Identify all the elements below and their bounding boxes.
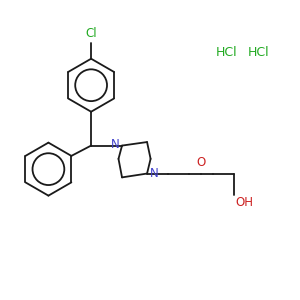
Text: O: O <box>196 155 206 169</box>
Text: HCl: HCl <box>248 46 270 59</box>
Text: Cl: Cl <box>85 28 97 40</box>
Text: N: N <box>149 167 158 180</box>
Text: OH: OH <box>236 196 253 209</box>
Text: HCl: HCl <box>216 46 237 59</box>
Text: N: N <box>111 138 120 151</box>
